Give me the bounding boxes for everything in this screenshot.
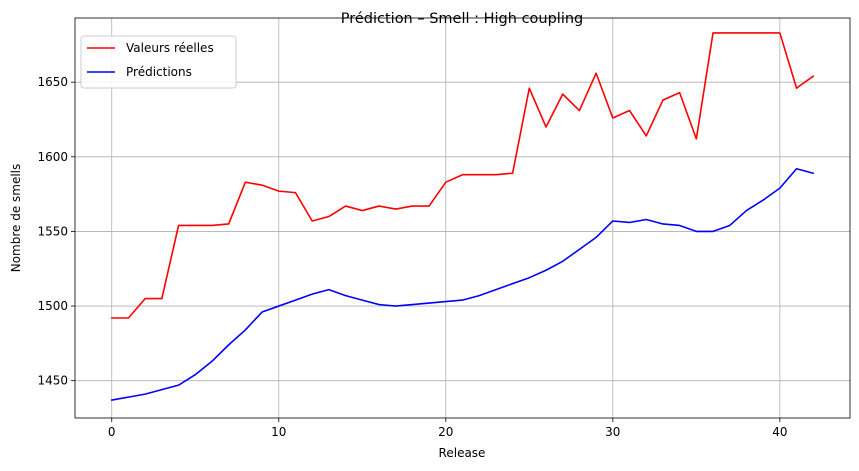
x-tick-label: 10 <box>271 425 286 439</box>
x-tick-label: 0 <box>108 425 116 439</box>
y-tick-label: 1450 <box>37 374 68 388</box>
legend: Valeurs réelles Prédictions <box>80 35 237 89</box>
y-tick-label: 1550 <box>37 224 68 238</box>
axis-ticks: 0 10 20 30 40 1450 1500 1550 1600 1650 <box>37 75 787 439</box>
legend-box <box>80 35 237 89</box>
series-lines <box>110 32 815 401</box>
y-tick-label: 1600 <box>37 150 68 164</box>
plot-frame <box>74 17 851 419</box>
y-tick-label: 1650 <box>37 75 68 89</box>
grid <box>75 18 850 418</box>
legend-label-predictions: Prédictions <box>126 65 192 79</box>
chart-title: Prédiction – Smell : High coupling <box>341 11 584 27</box>
y-tick-label: 1500 <box>37 299 68 313</box>
series-line-valeurs-reelles <box>110 32 815 319</box>
x-tick-label: 30 <box>605 425 620 439</box>
x-axis-label: Release <box>439 446 486 460</box>
x-tick-label: 20 <box>438 425 453 439</box>
y-axis-label: Nombre de smells <box>9 164 23 273</box>
legend-label-valeurs-reelles: Valeurs réelles <box>126 41 214 55</box>
series-line-predictions <box>110 167 815 401</box>
x-tick-label: 40 <box>772 425 787 439</box>
